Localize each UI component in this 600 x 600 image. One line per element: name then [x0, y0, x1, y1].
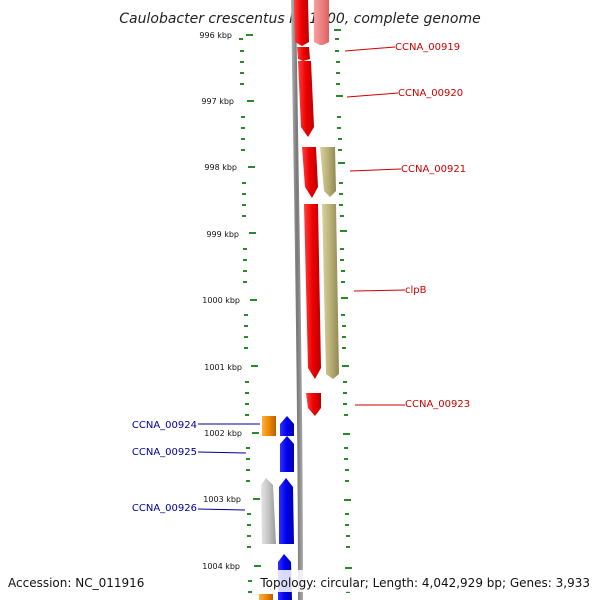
gene-arrow-ccna-00926[interactable]: [279, 478, 294, 544]
kbp-label: 997 kbp: [201, 97, 234, 106]
gene-arrow-ccna-00923[interactable]: [306, 393, 321, 416]
gene-arrow-ccna-00925[interactable]: [280, 436, 294, 472]
gene-label[interactable]: CCNA_00920: [398, 88, 463, 99]
gene-arrow-ccna-00919-tail[interactable]: [297, 47, 310, 61]
kbp-labels: 996 kbp 997 kbp 998 kbp 999 kbp 1000 kbp…: [199, 31, 242, 571]
gene-arrow-ccna-00924[interactable]: [280, 416, 294, 436]
feature-grey-1[interactable]: [261, 478, 276, 544]
kbp-label: 1004 kbp: [202, 562, 240, 571]
feature-orange-1[interactable]: [262, 416, 276, 436]
kbp-label: 1003 kbp: [203, 495, 241, 504]
gene-label[interactable]: CCNA_00921: [401, 164, 466, 175]
gene-label[interactable]: CCNA_00926: [132, 503, 197, 514]
gene-arrow-ccna-00921[interactable]: [302, 147, 318, 198]
label-leaders-reverse: [197, 423, 260, 511]
feature-orange-2[interactable]: [259, 594, 273, 600]
gene-labels: CCNA_00919 CCNA_00920 CCNA_00921 clpB CC…: [132, 42, 470, 514]
accession-text: Accession: NC_011916: [8, 576, 144, 590]
gene-label[interactable]: CCNA_00919: [395, 42, 460, 53]
gene-arrow-ccna-00920[interactable]: [298, 61, 314, 137]
gene-arrow-ccna-00919[interactable]: [294, 0, 309, 46]
kbp-label: 1001 kbp: [204, 363, 242, 372]
kbp-label: 998 kbp: [204, 163, 237, 172]
kbp-label: 1002 kbp: [204, 429, 242, 438]
gene-label[interactable]: CCNA_00925: [132, 447, 197, 458]
label-leaders-forward: [344, 46, 406, 406]
footer-backdrop: [262, 570, 592, 592]
feature-olive-2[interactable]: [322, 204, 339, 379]
gene-arrow-clpb[interactable]: [304, 204, 321, 379]
gene-label[interactable]: CCNA_00923: [405, 399, 470, 410]
gene-label[interactable]: CCNA_00924: [132, 420, 197, 431]
genome-backbone: [291, 0, 303, 600]
feature-block[interactable]: [314, 0, 329, 45]
feature-olive-1[interactable]: [320, 147, 336, 197]
gene-label[interactable]: clpB: [405, 285, 427, 296]
kbp-label: 1000 kbp: [202, 296, 240, 305]
genome-summary-text: Topology: circular; Length: 4,042,929 bp…: [259, 576, 590, 590]
left-ruler: [239, 34, 261, 593]
kbp-label: 996 kbp: [199, 31, 232, 40]
kbp-label: 999 kbp: [206, 230, 239, 239]
